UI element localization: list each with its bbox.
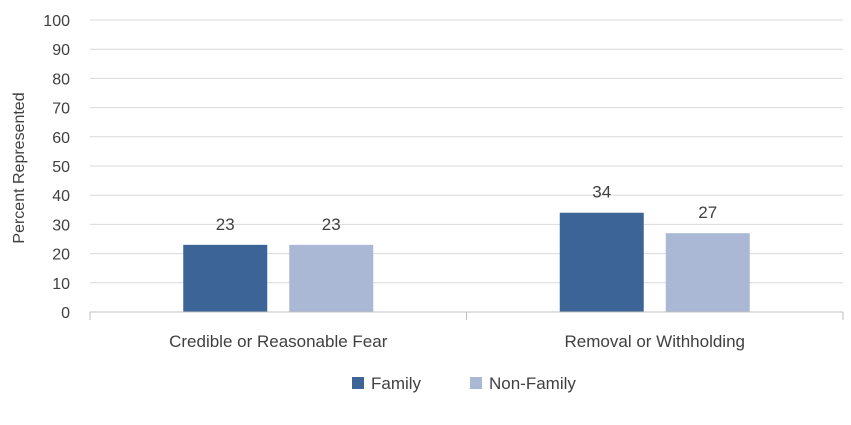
- y-tick-label: 50: [52, 159, 70, 176]
- bars: [183, 212, 750, 312]
- legend: Family Non-Family: [352, 374, 576, 393]
- bar: [559, 212, 644, 312]
- legend-swatch: [470, 377, 482, 389]
- y-tick-label: 80: [52, 71, 70, 88]
- y-tick-label: 0: [61, 305, 70, 322]
- bar: [289, 244, 374, 312]
- legend-label: Non-Family: [489, 374, 576, 393]
- bar: [665, 233, 750, 312]
- category-label: Credible or Reasonable Fear: [169, 332, 388, 351]
- x-axis: [89, 311, 844, 320]
- y-tick-label: 10: [52, 276, 70, 293]
- data-label: 27: [698, 203, 717, 222]
- y-tick-label: 60: [52, 130, 70, 147]
- y-tick-label: 100: [43, 13, 70, 30]
- bar: [183, 244, 268, 312]
- y-tick-label: 90: [52, 42, 70, 59]
- y-axis-label: Percent Represented: [11, 92, 28, 243]
- y-tick-label: 70: [52, 101, 70, 118]
- category-label: Removal or Withholding: [565, 332, 745, 351]
- y-tick-label: 40: [52, 188, 70, 205]
- data-label: 23: [216, 215, 235, 234]
- y-tick-label: 30: [52, 217, 70, 234]
- y-tick-label: 20: [52, 247, 70, 264]
- y-tick-labels: 0 10 20 30 40 50 60 70 80 90 100: [43, 13, 70, 322]
- data-labels: 23 23 34 27: [216, 183, 717, 234]
- legend-label: Family: [371, 374, 422, 393]
- data-label: 23: [322, 215, 341, 234]
- legend-swatch: [352, 377, 364, 389]
- category-labels: Credible or Reasonable Fear Removal or Wi…: [169, 332, 745, 351]
- data-label: 34: [592, 183, 611, 202]
